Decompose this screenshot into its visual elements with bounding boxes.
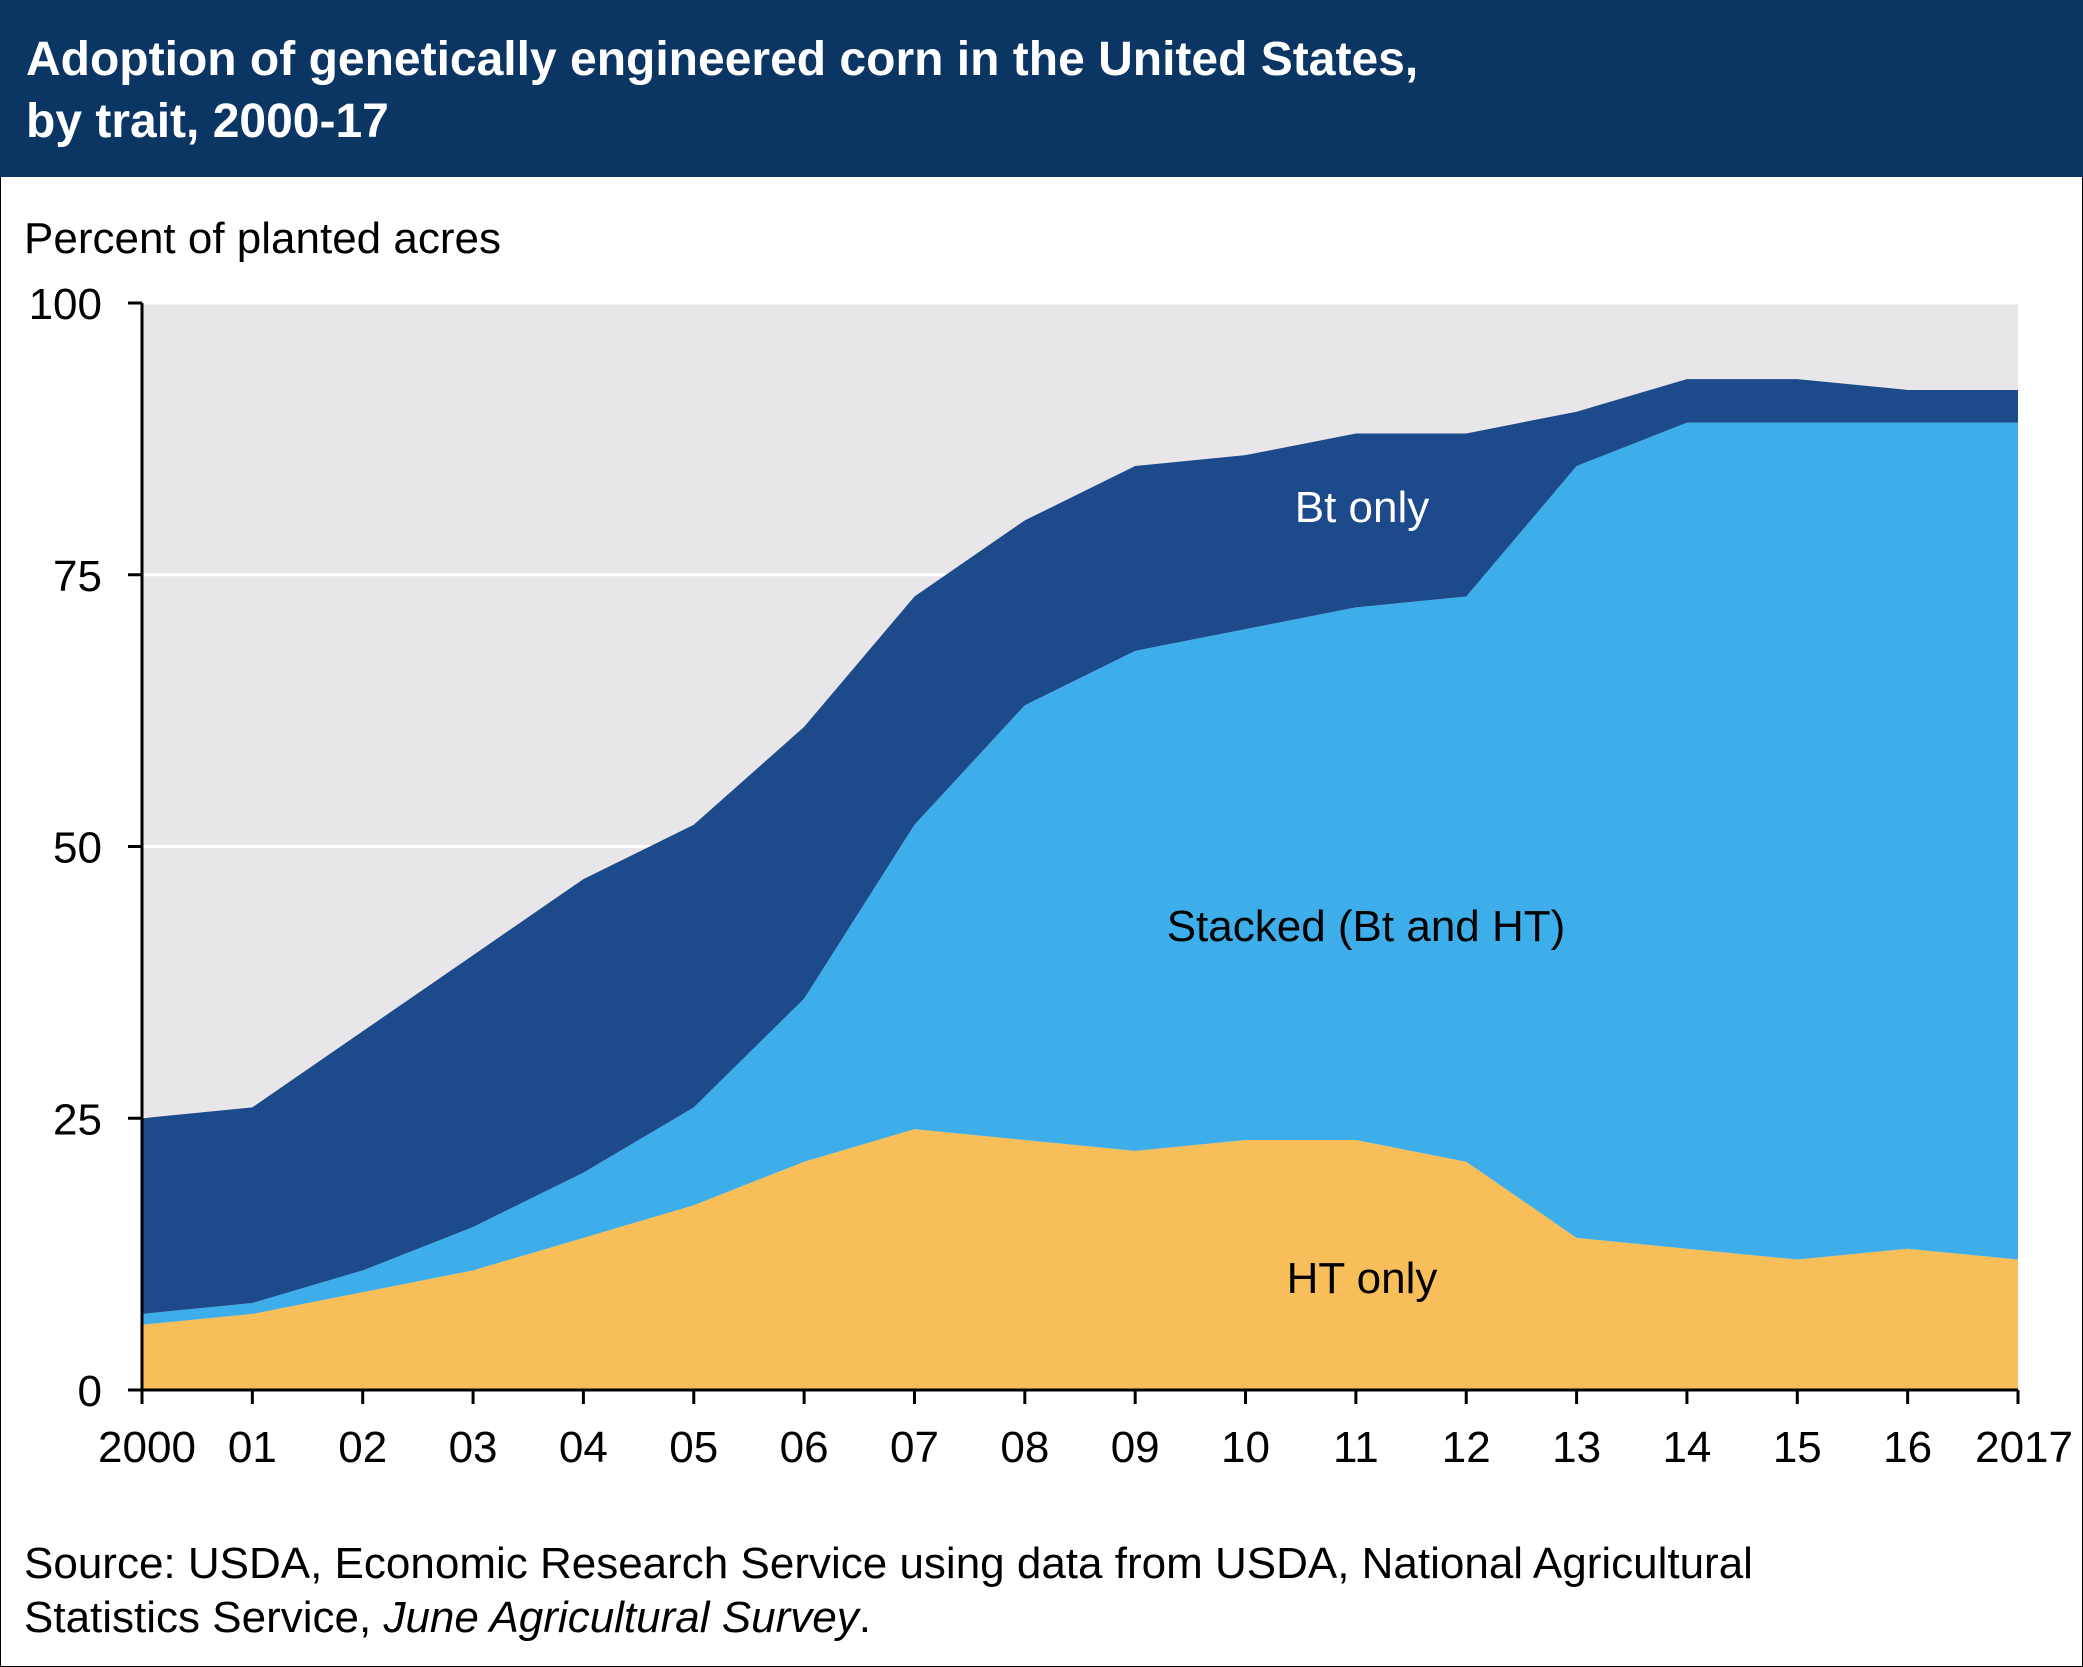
x-tick-label: 06 xyxy=(780,1423,829,1472)
area xyxy=(142,422,2018,1325)
x-tick-label: 13 xyxy=(1552,1423,1601,1472)
y-tick-label: 25 xyxy=(53,1095,102,1144)
y-axis-label: Percent of planted acres xyxy=(24,214,501,263)
x-tick-label: 04 xyxy=(559,1423,608,1472)
plot: HT only Stacked (Bt and HT) Bt only 0 25 50 75… xyxy=(29,280,2073,1472)
chart-title: by trait, 2000-17 xyxy=(26,95,389,148)
x-tick-label: 2000 xyxy=(98,1423,196,1472)
area xyxy=(142,1129,2018,1390)
source: Source: USDA, Economic Research Service … xyxy=(24,1539,1753,1588)
series-label: Stacked (Bt and HT) xyxy=(1167,902,1566,951)
x-tick-label: 10 xyxy=(1221,1423,1270,1472)
x-tick-label: 09 xyxy=(1111,1423,1160,1472)
x-tick-label: 01 xyxy=(228,1423,277,1472)
header-band xyxy=(0,0,2083,177)
x-tick-label: 2017 xyxy=(1975,1423,2073,1472)
x-tick-label: 07 xyxy=(890,1423,939,1472)
source-text: Source: USDA, Economic Research Service … xyxy=(24,1539,1753,1588)
x-tick-label: 05 xyxy=(669,1423,718,1472)
x-tick-label: 12 xyxy=(1442,1423,1491,1472)
y-tick-label: 50 xyxy=(53,824,102,873)
source-text: . xyxy=(859,1593,871,1642)
x-tick-label: 16 xyxy=(1883,1423,1932,1472)
x-tick-label: 15 xyxy=(1773,1423,1822,1472)
y-tick-label: 0 xyxy=(78,1367,102,1416)
x-tick-label: 03 xyxy=(449,1423,498,1472)
y-tick-label: 75 xyxy=(53,552,102,601)
chart-title: Adoption of genetically engineered corn … xyxy=(26,33,1418,86)
series-label: Bt only xyxy=(1295,483,1430,532)
x-tick-label: 14 xyxy=(1662,1423,1711,1472)
x-tick-label: 08 xyxy=(1000,1423,1049,1472)
area xyxy=(142,379,2018,1314)
series-label: HT only xyxy=(1287,1254,1438,1303)
source-text: June Agricultural Survey xyxy=(382,1593,861,1642)
x-tick-label: 02 xyxy=(338,1423,387,1472)
x-tick-label: 11 xyxy=(1333,1423,1379,1472)
source: Statistics Service, June Agricultural Su… xyxy=(24,1593,871,1642)
source-text: Statistics Service, xyxy=(24,1593,383,1642)
y-tick-label: 100 xyxy=(29,280,102,329)
